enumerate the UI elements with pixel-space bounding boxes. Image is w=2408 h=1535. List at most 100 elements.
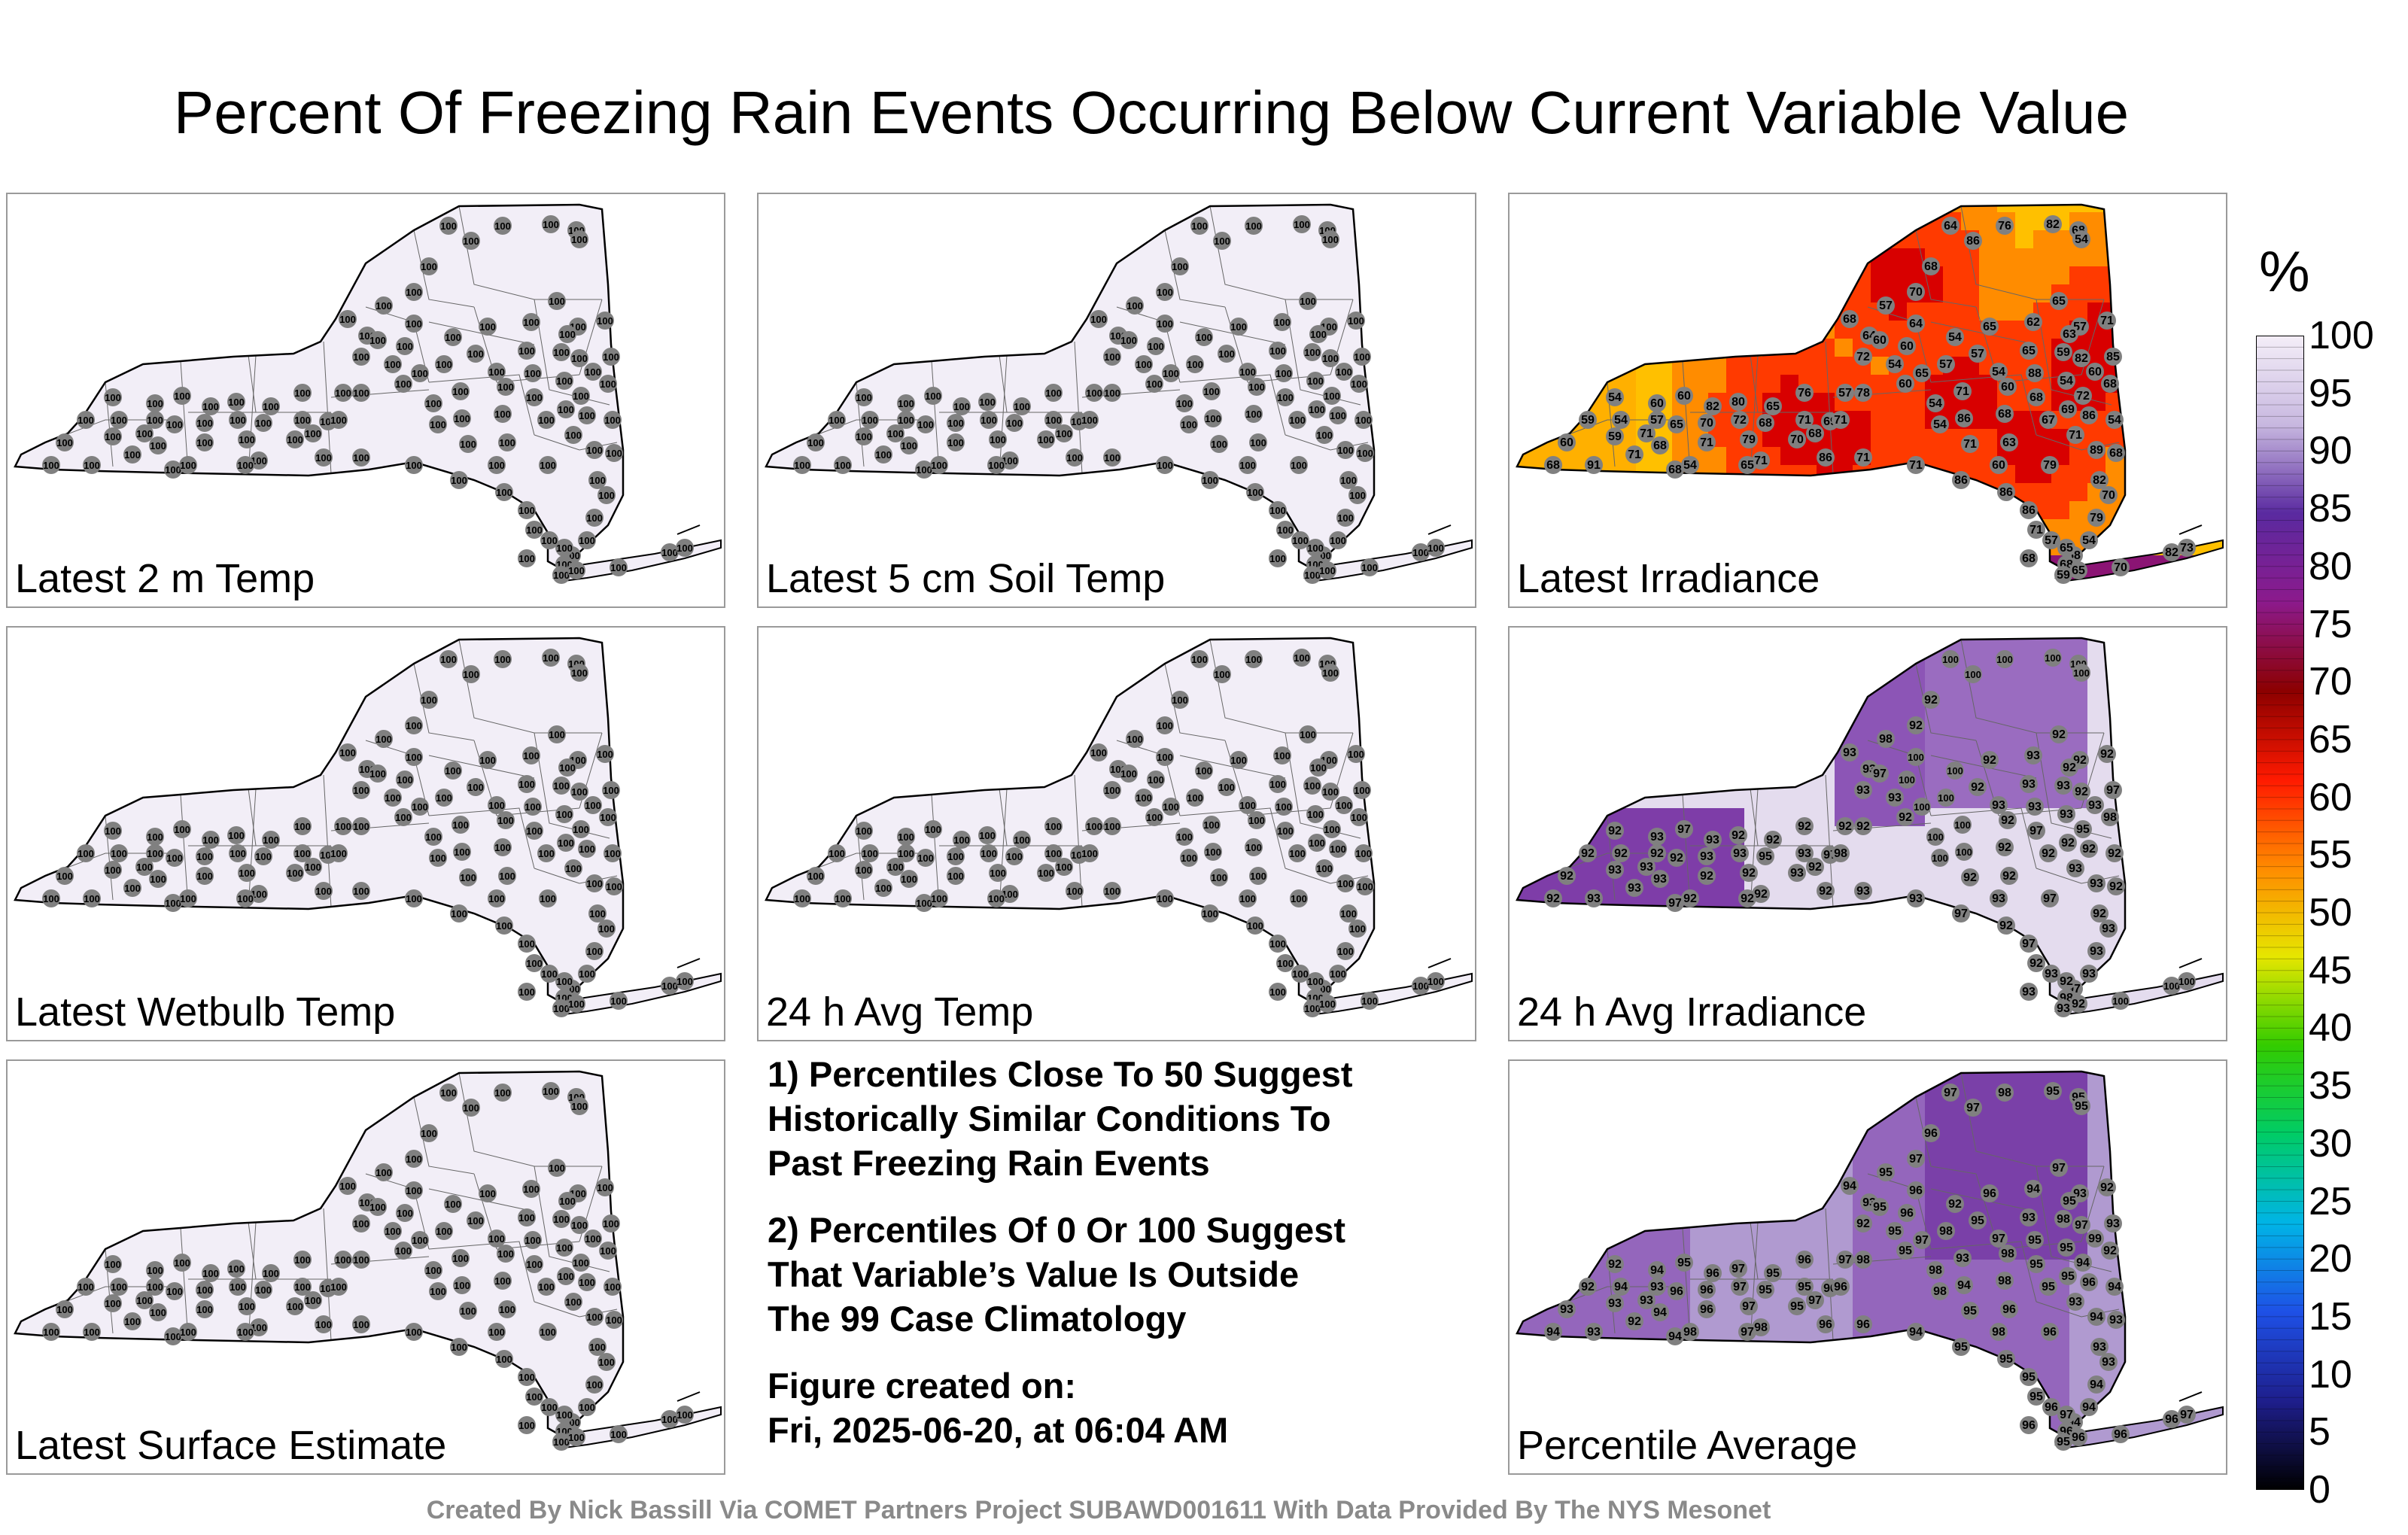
svg-text:100: 100 <box>1120 335 1137 346</box>
svg-text:100: 100 <box>1899 774 1915 786</box>
station-marker: 100 <box>1156 315 1174 333</box>
svg-text:100: 100 <box>1148 774 1164 786</box>
svg-text:100: 100 <box>124 449 141 460</box>
station-marker: 100 <box>917 415 935 433</box>
svg-text:100: 100 <box>1304 1003 1321 1014</box>
svg-text:100: 100 <box>2112 995 2129 1007</box>
station-marker: 100 <box>552 1433 570 1451</box>
svg-text:100: 100 <box>174 1257 190 1269</box>
station-marker: 100 <box>555 372 573 390</box>
station-marker: 100 <box>293 411 312 429</box>
station-marker: 100 <box>953 397 971 415</box>
station-marker: 100 <box>570 664 588 682</box>
svg-text:100: 100 <box>230 415 246 426</box>
station-marker: 100 <box>236 1323 254 1341</box>
svg-text:54: 54 <box>2108 414 2121 427</box>
svg-text:100: 100 <box>1230 755 1247 766</box>
svg-text:100: 100 <box>1337 512 1354 524</box>
station-marker: 100 <box>1175 394 1193 412</box>
station-marker: 93 <box>1606 861 1624 879</box>
svg-text:93: 93 <box>1653 873 1667 886</box>
station-marker: 95 <box>2057 1239 2075 1257</box>
svg-text:100: 100 <box>558 837 574 849</box>
panel-label: Percentile Average <box>1517 1423 1858 1468</box>
svg-text:100: 100 <box>981 848 997 859</box>
station-marker: 100 <box>467 1211 485 1230</box>
svg-text:92: 92 <box>1546 892 1560 905</box>
svg-text:79: 79 <box>2043 459 2057 472</box>
svg-text:70: 70 <box>1790 433 1804 446</box>
station-marker: 100 <box>405 315 423 333</box>
station-marker: 100 <box>834 456 852 474</box>
station-marker: 100 <box>518 1368 536 1386</box>
svg-text:100: 100 <box>406 1327 422 1338</box>
station-marker: 100 <box>1081 844 1099 862</box>
svg-text:100: 100 <box>1304 780 1321 792</box>
svg-text:100: 100 <box>1294 652 1310 664</box>
station-marker: 100 <box>602 348 620 366</box>
station-marker: 100 <box>286 1297 304 1315</box>
svg-text:88: 88 <box>2028 367 2042 380</box>
svg-text:100: 100 <box>406 1154 422 1165</box>
station-marker: 100 <box>1171 257 1189 275</box>
svg-text:100: 100 <box>1330 843 1346 855</box>
colorbar-unit: % <box>2259 240 2310 304</box>
station-marker: 100 <box>661 543 679 561</box>
svg-text:59: 59 <box>1608 430 1622 443</box>
svg-text:100: 100 <box>676 976 693 987</box>
station-marker: 95 <box>2059 1267 2077 1285</box>
station-marker: 100 <box>1190 217 1209 235</box>
station-marker: 68 <box>1651 436 1669 454</box>
svg-text:100: 100 <box>150 440 166 451</box>
svg-text:93: 93 <box>2022 986 2036 999</box>
svg-text:92: 92 <box>1560 870 1573 883</box>
svg-text:100: 100 <box>573 391 589 402</box>
station-marker: 100 <box>424 828 442 846</box>
station-marker: 100 <box>564 426 582 444</box>
svg-text:93: 93 <box>2088 799 2102 812</box>
station-marker: 100 <box>405 1150 423 1168</box>
svg-text:93: 93 <box>1856 885 1870 898</box>
svg-text:100: 100 <box>330 1281 347 1293</box>
station-marker: 100 <box>602 781 620 799</box>
station-marker: 100 <box>861 411 879 429</box>
svg-text:100: 100 <box>147 831 163 843</box>
svg-text:100: 100 <box>1277 825 1294 837</box>
station-marker: 68 <box>1806 424 1824 442</box>
station-marker: 92 <box>1896 808 1914 826</box>
svg-text:62: 62 <box>2026 316 2040 329</box>
station-marker: 100 <box>1329 840 1347 858</box>
station-marker: 71 <box>1907 456 1925 474</box>
station-marker: 100 <box>488 456 506 474</box>
svg-text:100: 100 <box>78 1281 94 1293</box>
svg-text:100: 100 <box>353 351 369 363</box>
svg-text:100: 100 <box>597 749 613 760</box>
svg-text:100: 100 <box>1275 368 1292 379</box>
station-marker: 100 <box>1299 725 1317 743</box>
station-marker: 100 <box>1085 384 1103 402</box>
station-marker: 98 <box>2101 808 2119 826</box>
svg-text:100: 100 <box>166 1286 183 1297</box>
station-marker: 100 <box>1201 471 1219 489</box>
svg-text:65: 65 <box>1741 459 1754 472</box>
svg-text:100: 100 <box>526 392 543 403</box>
station-marker: 100 <box>518 1208 536 1226</box>
station-marker: 100 <box>1245 838 1263 856</box>
station-marker: 100 <box>1246 483 1264 501</box>
station-marker: 100 <box>494 405 512 423</box>
station-marker: 100 <box>1323 387 1341 405</box>
station-marker: 100 <box>411 798 429 816</box>
station-marker: 100 <box>227 826 245 844</box>
svg-text:100: 100 <box>460 1306 476 1317</box>
svg-text:92: 92 <box>1798 820 1811 833</box>
svg-text:100: 100 <box>1038 868 1054 879</box>
station-marker: 60 <box>1558 433 1576 451</box>
station-marker: 100 <box>196 1300 214 1318</box>
station-marker: 96 <box>1981 1184 1999 1202</box>
svg-text:100: 100 <box>541 968 558 980</box>
svg-text:100: 100 <box>166 853 183 864</box>
station-marker: 100 <box>1308 834 1326 852</box>
station-marker: 100 <box>1055 858 1073 876</box>
svg-text:68: 68 <box>1759 417 1772 430</box>
station-marker: 100 <box>915 460 933 479</box>
